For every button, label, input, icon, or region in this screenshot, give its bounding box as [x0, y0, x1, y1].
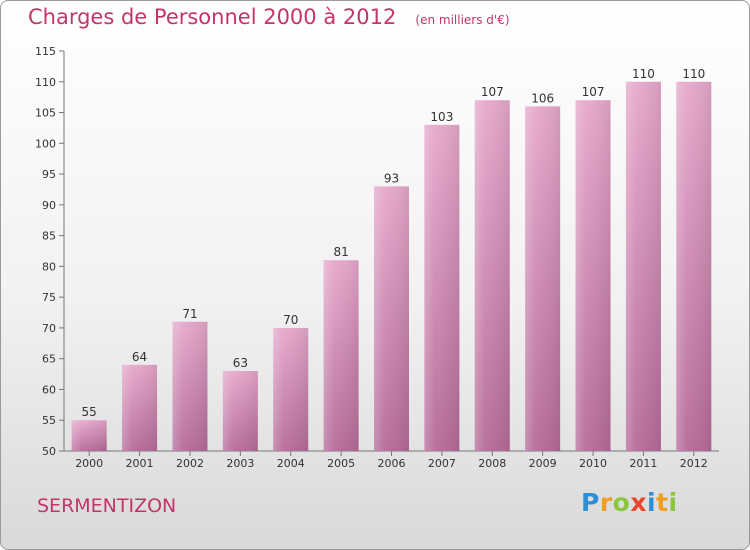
- brand-letter: o: [612, 488, 631, 517]
- y-tick-label: 105: [35, 107, 56, 120]
- bar-value-label: 107: [481, 85, 504, 99]
- bar-value-label: 63: [233, 356, 248, 370]
- brand-letter: t: [656, 488, 669, 517]
- brand-letter: P: [581, 488, 600, 517]
- x-tick-label: 2005: [327, 457, 355, 470]
- bar-value-label: 103: [430, 110, 453, 124]
- commune-name: SERMENTIZON: [37, 495, 177, 517]
- x-tick-label: 2007: [428, 457, 456, 470]
- bar-value-label: 70: [283, 313, 298, 327]
- x-axis: 2000 2001 2002 2003 2004 2005 2006 2007 2008 2009…: [64, 450, 719, 470]
- bar-value-label: 110: [632, 67, 655, 81]
- bar-shine: [172, 321, 208, 451]
- x-tick-label: 2001: [126, 457, 154, 470]
- x-tick-label: 2000: [75, 457, 103, 470]
- chart-unit: (en milliers d'€): [415, 13, 510, 27]
- y-tick-label: 50: [42, 445, 56, 458]
- bar-shine: [273, 327, 309, 451]
- bar-shine: [424, 124, 460, 451]
- y-tick-label: 115: [35, 45, 56, 58]
- y-tick-label: 60: [42, 383, 56, 396]
- brand-letter: r: [599, 488, 613, 517]
- x-tick-label: 2003: [226, 457, 254, 470]
- bar-shine: [222, 371, 258, 451]
- bar-value-label: 93: [384, 171, 399, 185]
- x-tick-label: 2002: [176, 457, 204, 470]
- bar-labels: 55 64 71 63 70 81 93 103 107 106 107 110 110: [82, 67, 706, 419]
- y-axis: 50 55 60 65 70 75 80 85 90 95 100 105 110 115: [35, 45, 65, 458]
- bar-value-label: 107: [582, 85, 605, 99]
- brand-logo: Proxiti: [581, 488, 678, 517]
- brand-letter: i: [647, 488, 657, 517]
- title-row: Charges de Personnel 2000 à 2012 (en mil…: [28, 5, 510, 29]
- bar-value-label: 110: [682, 67, 705, 81]
- bar-value-label: 71: [182, 307, 197, 321]
- y-tick-label: 70: [42, 322, 56, 335]
- bars: [71, 81, 712, 452]
- bar-shine: [122, 364, 158, 451]
- y-tick-label: 75: [42, 291, 56, 304]
- x-tick-label: 2010: [579, 457, 607, 470]
- y-tick-label: 65: [42, 353, 56, 366]
- y-tick-label: 100: [35, 137, 56, 150]
- y-tick-label: 90: [42, 199, 56, 212]
- bar-shine: [575, 100, 611, 451]
- y-tick-label: 85: [42, 230, 56, 243]
- bar-shine: [71, 420, 107, 451]
- bar-shine: [525, 106, 561, 451]
- brand-letter: x: [630, 488, 647, 517]
- x-tick-label: 2012: [680, 457, 708, 470]
- bar-value-label: 55: [82, 405, 97, 419]
- y-tick-label: 110: [35, 76, 56, 89]
- chart-title: Charges de Personnel 2000 à 2012: [28, 5, 397, 29]
- x-tick-label: 2006: [378, 457, 406, 470]
- y-tick-label: 80: [42, 260, 56, 273]
- y-tick-label: 55: [42, 414, 56, 427]
- x-tick-label: 2008: [478, 457, 506, 470]
- x-tick-label: 2011: [629, 457, 657, 470]
- bar-value-label: 64: [132, 350, 147, 364]
- x-tick-label: 2004: [277, 457, 305, 470]
- brand-letter: i: [668, 488, 678, 517]
- x-tick-label: 2009: [529, 457, 557, 470]
- bar-shine: [323, 260, 359, 451]
- bar-shine: [625, 81, 661, 452]
- y-tick-label: 95: [42, 168, 56, 181]
- bar-shine: [474, 100, 510, 451]
- bar-value-label: 81: [333, 245, 348, 259]
- bar-value-label: 106: [531, 91, 554, 105]
- bar-shine: [374, 186, 409, 451]
- bar-shine: [676, 81, 712, 452]
